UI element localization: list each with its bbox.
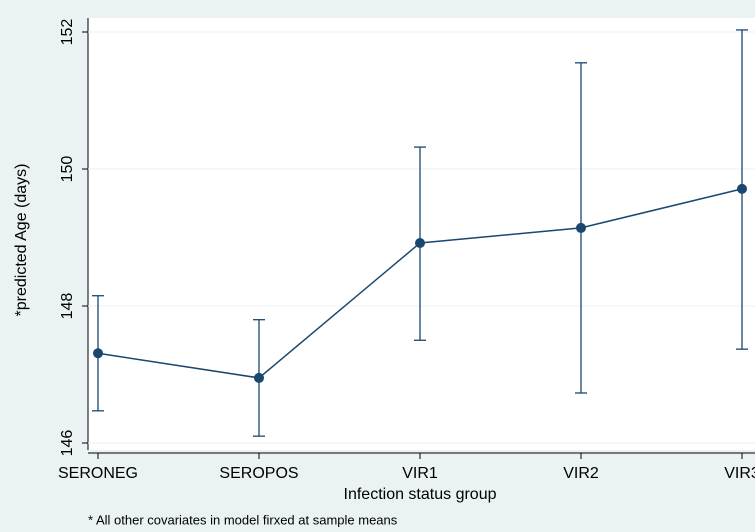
x-tick-label: VIR2 (563, 465, 599, 482)
point (576, 222, 586, 233)
point (415, 237, 425, 248)
point (737, 183, 747, 194)
y-axis-label: *predicted Age (days) (13, 164, 30, 317)
point (93, 348, 103, 359)
x-tick-label: VIR3 (724, 465, 755, 482)
x-axis-label: Infection status group (344, 486, 497, 503)
x-tick-label: SEROPOS (219, 465, 298, 482)
y-tick-label: 148 (59, 293, 76, 320)
plot-area (88, 18, 755, 450)
footnote: * All other covariates in model firxed a… (88, 512, 398, 527)
x-tick-label: SERONEG (58, 465, 138, 482)
y-tick-label: 150 (59, 156, 76, 183)
y-tick-label: 152 (59, 19, 76, 46)
point (254, 372, 264, 383)
x-tick-label: VIR1 (402, 465, 438, 482)
y-tick-label: 146 (59, 430, 76, 457)
